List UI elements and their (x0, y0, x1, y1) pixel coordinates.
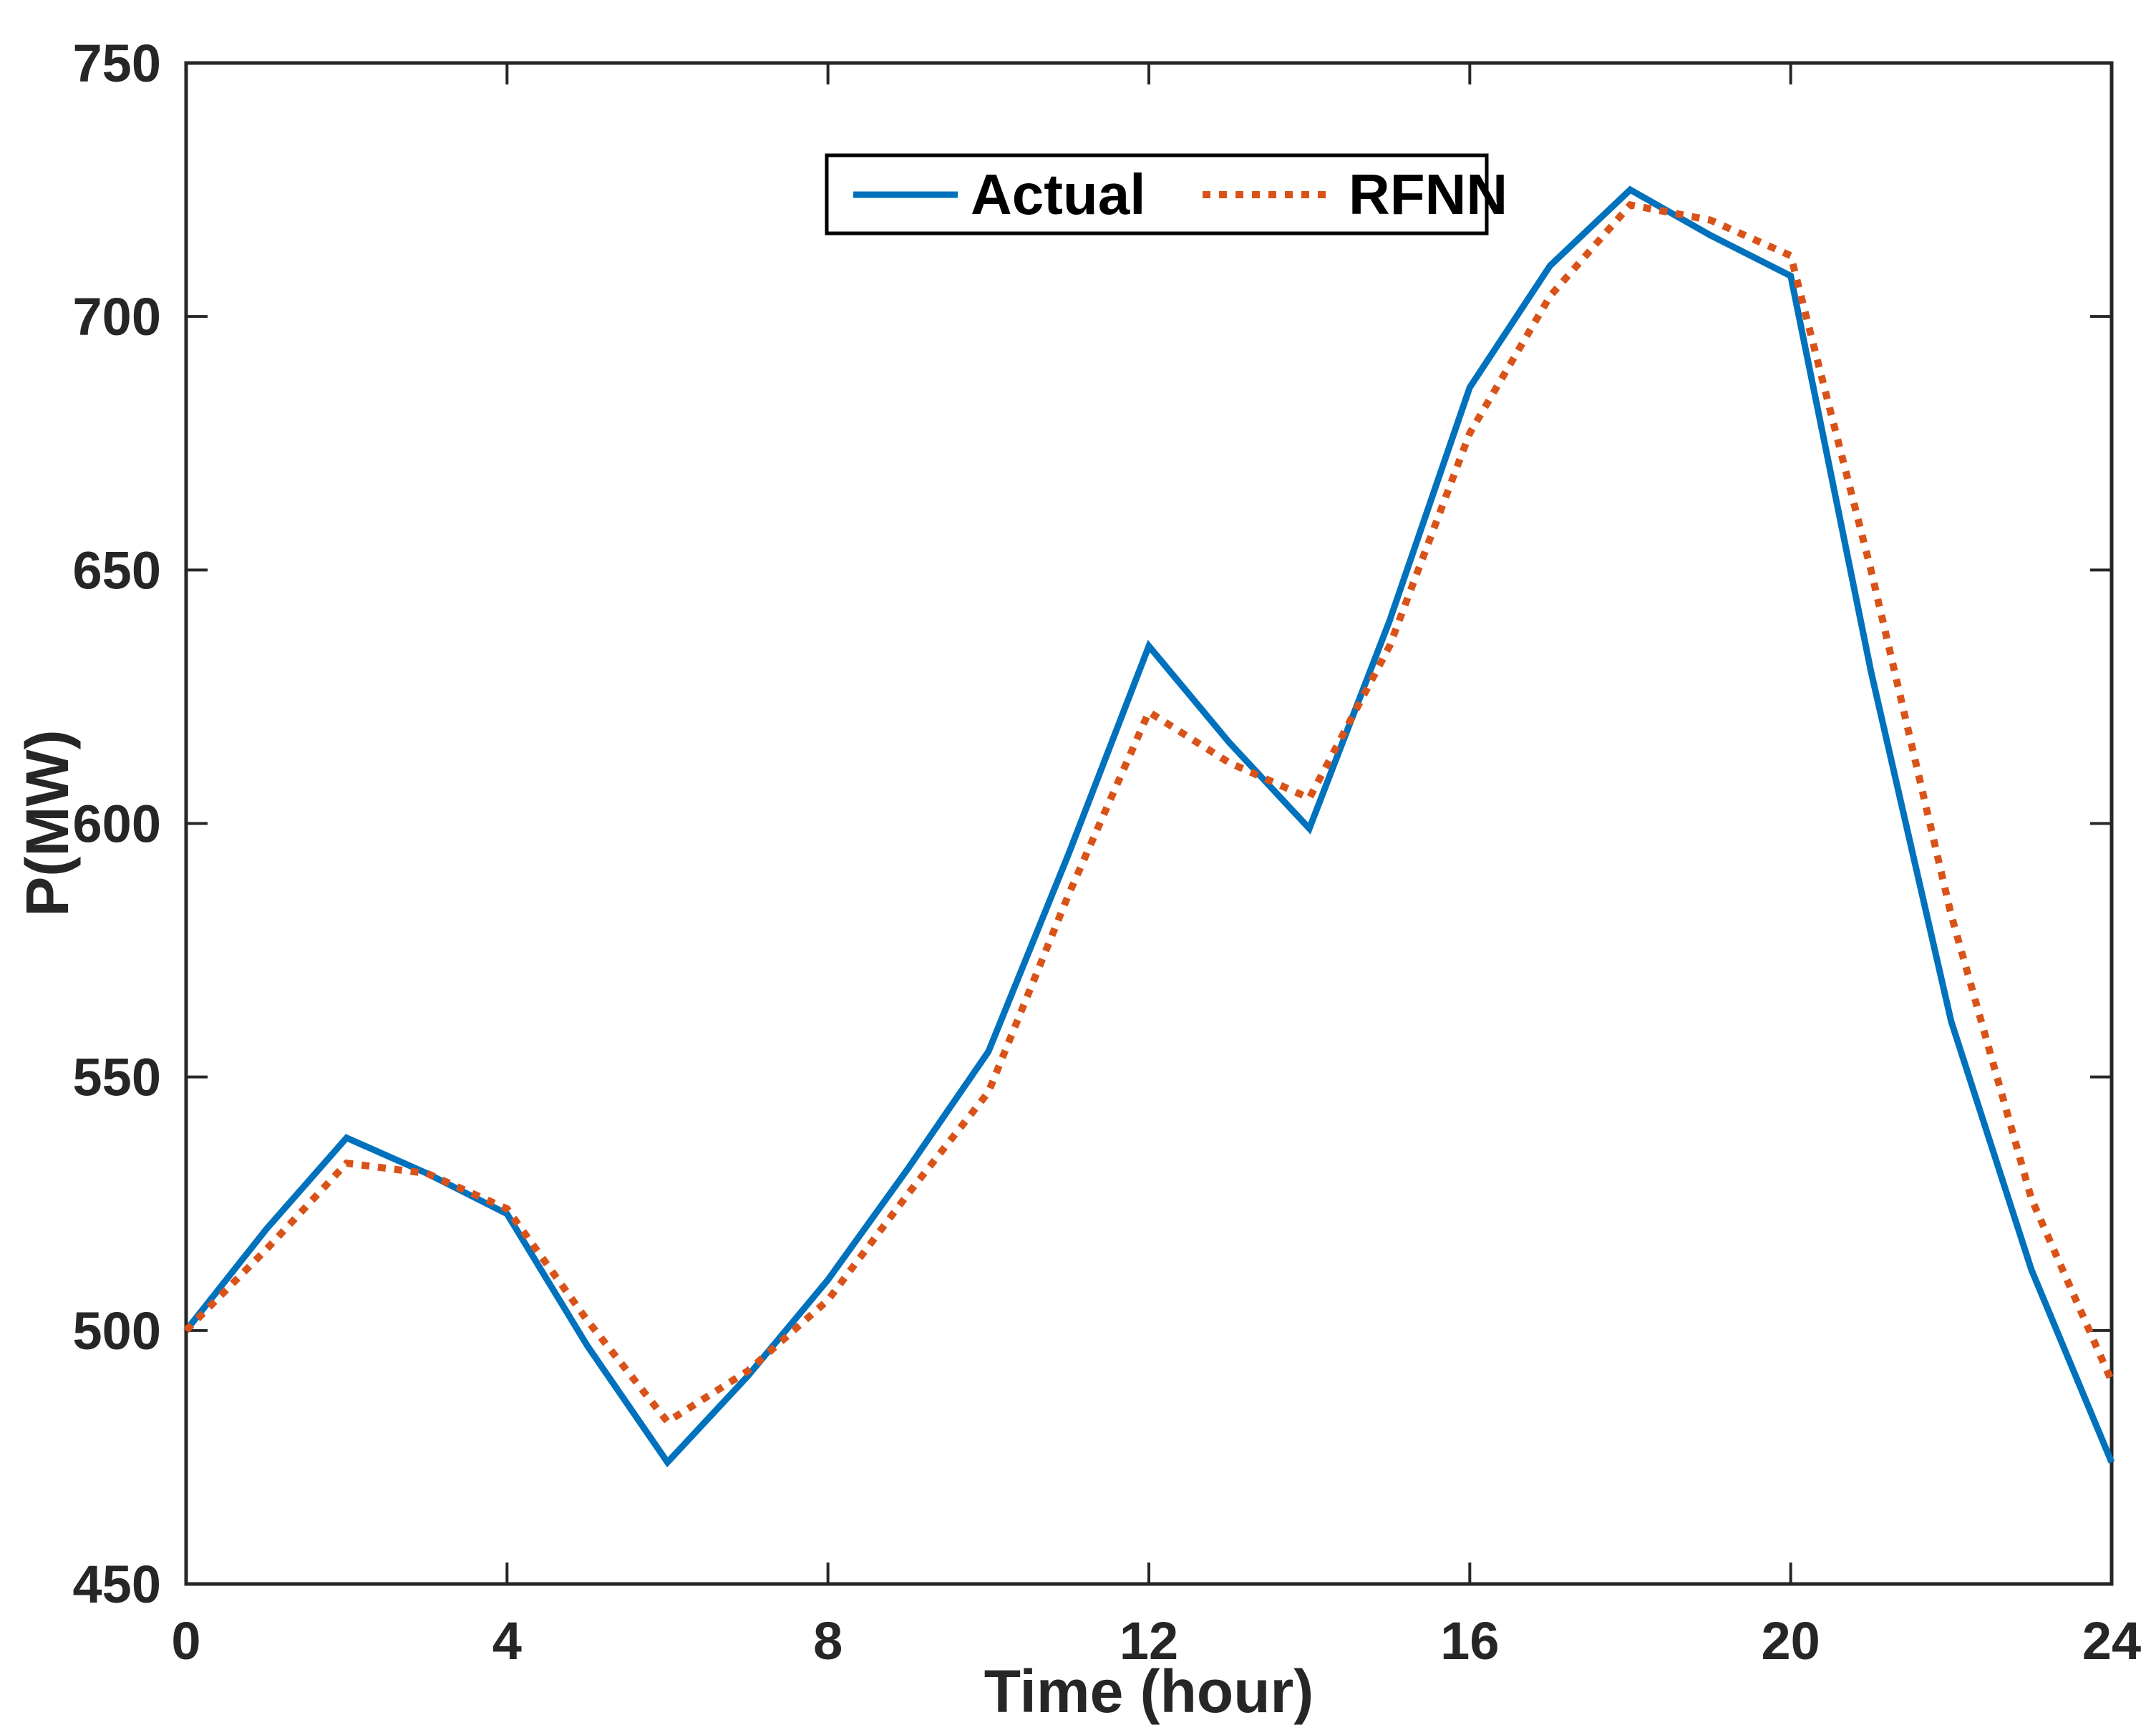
legend: Actual RFNN (825, 153, 1507, 235)
y-tick-label: 550 (73, 1048, 161, 1107)
y-tick-label: 450 (73, 1555, 161, 1614)
x-axis-title: Time (hour) (984, 1658, 1313, 1725)
actual-line (183, 185, 2115, 1468)
axis-tick-labels: 0 4 8 12 16 20 24 450 500 550 600 650 700 750 (73, 34, 2142, 1671)
x-tick-label: 4 (492, 1611, 522, 1671)
y-tick-label: 500 (73, 1301, 161, 1361)
x-tick-label: 16 (1440, 1611, 1499, 1671)
x-tick-label: 0 (171, 1611, 200, 1671)
data-series (183, 185, 2115, 1468)
legend-label-rfnn: RFNN (1349, 162, 1507, 226)
y-tick-label: 650 (73, 540, 161, 600)
x-tick-label: 20 (1762, 1611, 1820, 1671)
y-tick-label: 700 (73, 287, 161, 346)
x-tick-label: 8 (813, 1611, 843, 1671)
x-tick-label: 24 (2082, 1611, 2141, 1671)
y-tick-label: 750 (73, 34, 161, 93)
legend-label-actual: Actual (971, 162, 1146, 226)
x-tick-label: 12 (1120, 1611, 1178, 1671)
axis-ticks (185, 62, 2113, 1585)
y-axis-title: P(MW) (14, 729, 81, 916)
y-tick-label: 600 (73, 794, 161, 854)
plot-area-border (184, 61, 2114, 1586)
rfnn-line (183, 200, 2115, 1427)
